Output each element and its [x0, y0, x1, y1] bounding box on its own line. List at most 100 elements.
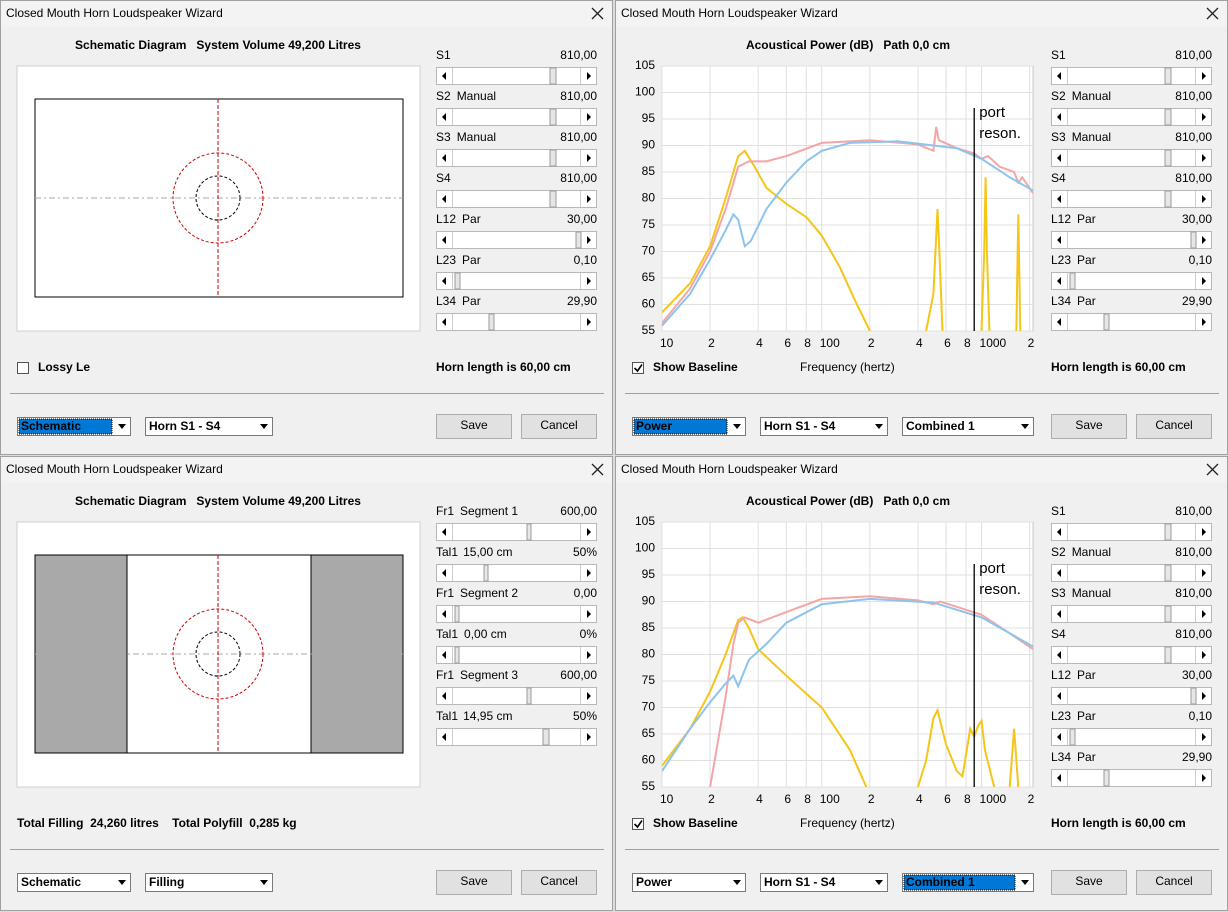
dropdown[interactable]: Schematic — [17, 873, 131, 892]
button-label: Save — [1075, 418, 1103, 432]
dropdown-text: Power — [636, 875, 672, 889]
slider[interactable] — [436, 272, 597, 290]
slider-name: S3 — [436, 130, 451, 144]
dropdown[interactable]: Power — [632, 417, 746, 436]
dropdown-selection — [903, 874, 1016, 891]
button[interactable]: Save — [436, 414, 512, 439]
slider-value: 810,00 — [560, 48, 597, 62]
arrow-right — [587, 72, 591, 80]
dropdown-text: Horn S1 - S4 — [149, 419, 221, 433]
slider-value: 0,10 — [574, 253, 598, 267]
slider-thumb — [549, 149, 557, 167]
slider[interactable] — [436, 108, 597, 126]
button[interactable]: Save — [436, 870, 512, 895]
checkbox[interactable]: Show Baseline — [632, 816, 739, 830]
slider[interactable] — [436, 564, 597, 582]
slider[interactable] — [436, 523, 597, 541]
close-button[interactable] — [1206, 463, 1219, 476]
close-button[interactable] — [1206, 7, 1219, 20]
button-label: Cancel — [540, 874, 577, 888]
slider[interactable] — [1051, 313, 1212, 331]
slider[interactable] — [1051, 523, 1212, 541]
dropdown[interactable]: Horn S1 - S4 — [760, 417, 888, 436]
arrow-left — [1057, 236, 1061, 244]
slider-track — [436, 67, 597, 85]
checkbox[interactable]: Show Baseline — [632, 360, 739, 374]
slider[interactable] — [1051, 231, 1212, 249]
dropdown[interactable]: Combined 1 — [902, 417, 1034, 436]
dropdown-arrow — [733, 880, 741, 885]
slider-thumb — [454, 605, 460, 623]
slider-mode: Manual — [457, 89, 496, 103]
slider[interactable] — [1051, 272, 1212, 290]
dropdown[interactable]: Combined 1 — [902, 873, 1034, 892]
slider[interactable] — [436, 687, 597, 705]
arrow-right — [587, 733, 591, 741]
button[interactable]: Cancel — [1136, 414, 1212, 439]
slider[interactable] — [436, 646, 597, 664]
slider[interactable] — [436, 190, 597, 208]
slider[interactable] — [1051, 190, 1212, 208]
dropdown-box — [760, 873, 888, 892]
slider-name: L34 — [436, 294, 456, 308]
slider[interactable] — [1051, 769, 1212, 787]
close-button[interactable] — [591, 7, 604, 20]
slider[interactable] — [1051, 687, 1212, 705]
dropdown-text: Schematic — [21, 419, 81, 433]
dropdown[interactable]: Horn S1 - S4 — [145, 417, 273, 436]
slider-track — [436, 190, 597, 208]
button-label: Save — [460, 418, 488, 432]
arrow-right — [1202, 528, 1206, 536]
x-tick-label: 10 — [660, 336, 674, 350]
slider-name: L12 — [1051, 212, 1071, 226]
window: Closed Mouth Horn Loudspeaker Wizard Acou… — [615, 0, 1228, 455]
window-title: Closed Mouth Horn Loudspeaker Wizard — [621, 6, 838, 20]
dropdown[interactable]: Schematic — [17, 417, 131, 436]
arrow-left — [1057, 651, 1061, 659]
button[interactable]: Save — [1051, 414, 1127, 439]
dropdown[interactable]: Horn S1 - S4 — [760, 873, 888, 892]
slider-thumb — [454, 646, 460, 664]
slider-track — [436, 313, 597, 331]
button[interactable]: Cancel — [521, 870, 597, 895]
slider[interactable] — [1051, 605, 1212, 623]
slider-label: S1 — [436, 48, 451, 62]
checkbox[interactable]: Lossy Le — [17, 360, 91, 374]
slider[interactable] — [436, 231, 597, 249]
button[interactable]: Cancel — [521, 414, 597, 439]
slider[interactable] — [1051, 564, 1212, 582]
dropdown-arrow — [118, 880, 126, 885]
arrow-left — [442, 113, 446, 121]
slider-label: S2 Manual — [1051, 545, 1111, 559]
slider-name: Tal1 — [436, 709, 458, 723]
slider[interactable] — [436, 728, 597, 746]
slider-mode: Segment 1 — [460, 504, 518, 518]
close-button[interactable] — [591, 463, 604, 476]
slider[interactable] — [436, 313, 597, 331]
dropdown[interactable]: Filling — [145, 873, 273, 892]
slider[interactable] — [1051, 728, 1212, 746]
slider[interactable] — [436, 67, 597, 85]
arrow-right — [1202, 692, 1206, 700]
status: Horn length is 60,00 cm — [1051, 816, 1186, 830]
slider[interactable] — [1051, 108, 1212, 126]
close-icon — [1206, 7, 1219, 20]
slider[interactable] — [436, 149, 597, 167]
slider[interactable] — [1051, 149, 1212, 167]
slider-name: S4 — [1051, 171, 1066, 185]
slider[interactable] — [1051, 67, 1212, 85]
slider[interactable] — [436, 605, 597, 623]
dropdown-text: Power — [636, 419, 672, 433]
driver-outer — [172, 608, 264, 700]
slider-name: S4 — [436, 171, 451, 185]
slider-value: 810,00 — [1175, 545, 1212, 559]
button-box — [521, 870, 597, 895]
arrow-left — [1057, 569, 1061, 577]
slider-name: S3 — [1051, 130, 1066, 144]
slider-value: 30,00 — [567, 212, 597, 226]
dropdown[interactable]: Power — [632, 873, 746, 892]
button[interactable]: Cancel — [1136, 870, 1212, 895]
slider-mode: 0,00 cm — [464, 627, 507, 641]
slider[interactable] — [1051, 646, 1212, 664]
